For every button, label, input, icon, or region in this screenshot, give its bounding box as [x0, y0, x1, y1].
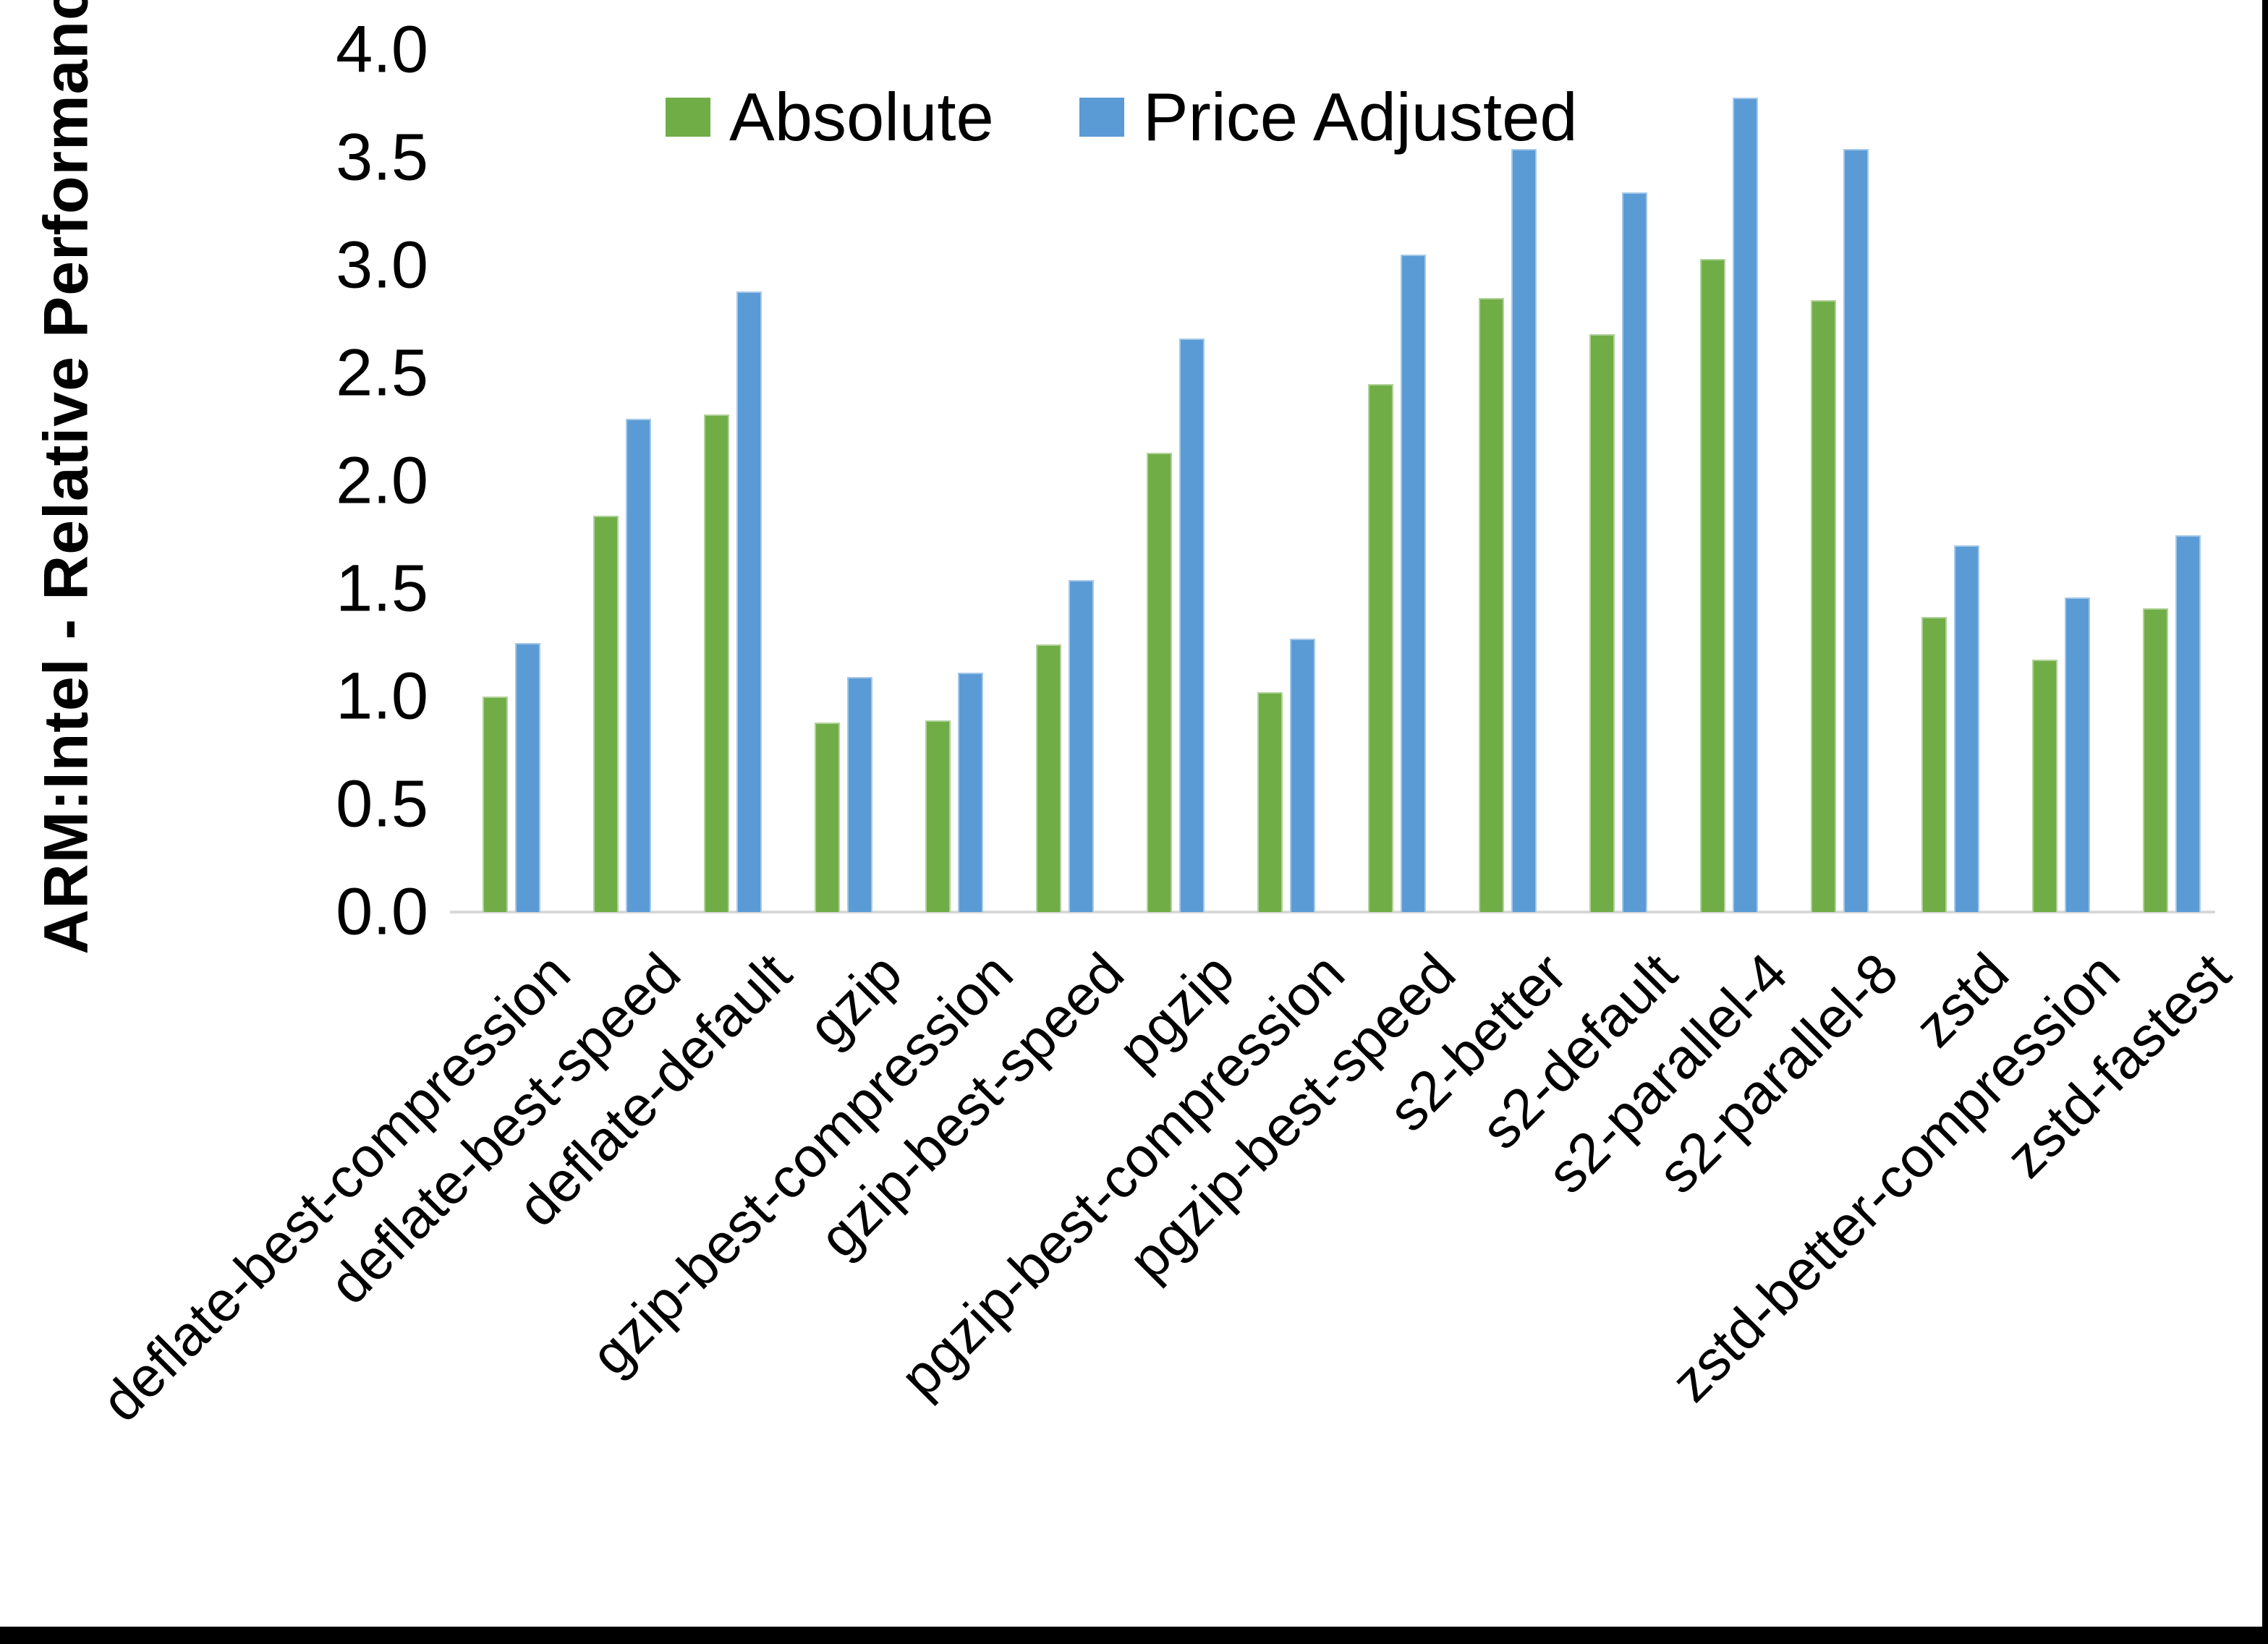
bar-price-adjusted-deflate-default	[736, 291, 762, 912]
bar-absolute-pgzip	[1146, 453, 1172, 912]
bar-price-adjusted-gzip	[846, 677, 872, 912]
y-tick-label-1.5: 1.5	[336, 551, 428, 626]
bar-group-zstd-better-compression	[2005, 50, 2116, 912]
y-tick-label-1.0: 1.0	[336, 659, 428, 733]
bar-absolute-s2-parallel-8	[1810, 299, 1836, 912]
screenshot-right-border	[2262, 0, 2268, 1644]
bar-price-adjusted-deflate-best-compression	[514, 642, 540, 912]
y-tick-label-4.0: 4.0	[336, 12, 428, 87]
bar-price-adjusted-deflate-best-speed	[625, 418, 651, 912]
x-axis-baseline	[450, 911, 2215, 913]
y-tick-label-3.0: 3.0	[336, 228, 428, 302]
bar-absolute-gzip-best-compression	[925, 720, 951, 912]
bar-absolute-pgzip-best-compression	[1257, 692, 1283, 912]
bar-group-deflate-best-speed	[566, 50, 677, 912]
bar-price-adjusted-zstd-better-compression	[2064, 597, 2090, 912]
x-label-deflate-best-compression: deflate-best-compression	[88, 940, 582, 1434]
bar-group-pgzip-best-speed	[1341, 50, 1452, 912]
screenshot-bottom-border	[0, 1627, 2268, 1644]
y-tick-label-3.5: 3.5	[336, 120, 428, 195]
bar-plot-area	[456, 50, 2227, 912]
bar-group-pgzip-best-compression	[1231, 50, 1341, 912]
bar-absolute-s2-better	[1478, 297, 1504, 912]
bar-price-adjusted-pgzip	[1178, 338, 1205, 912]
bar-price-adjusted-gzip-best-compression	[957, 673, 983, 912]
bar-absolute-s2-parallel-4	[1699, 259, 1725, 912]
y-tick-label-2.5: 2.5	[336, 336, 428, 410]
bar-group-zstd-fastest	[2116, 50, 2227, 912]
bar-price-adjusted-s2-parallel-8	[1843, 149, 1869, 912]
bar-absolute-gzip	[814, 722, 840, 912]
bar-group-gzip	[788, 50, 899, 912]
bar-absolute-deflate-best-speed	[593, 515, 619, 912]
bar-absolute-gzip-best-speed	[1035, 644, 1061, 912]
bar-price-adjusted-s2-parallel-4	[1732, 97, 1758, 912]
bar-group-s2-parallel-4	[1673, 50, 1784, 912]
bar-group-gzip-best-speed	[1009, 50, 1120, 912]
bar-group-s2-default	[1563, 50, 1673, 912]
bar-absolute-s2-default	[1589, 334, 1615, 912]
y-tick-label-2.0: 2.0	[336, 443, 428, 518]
bar-group-pgzip	[1120, 50, 1231, 912]
bar-group-s2-better	[1452, 50, 1563, 912]
bar-price-adjusted-pgzip-best-speed	[1400, 255, 1426, 912]
bar-price-adjusted-gzip-best-speed	[1068, 580, 1094, 912]
bar-absolute-zstd	[1921, 616, 1947, 912]
bar-price-adjusted-s2-better	[1511, 149, 1537, 912]
bar-group-gzip-best-compression	[899, 50, 1009, 912]
legend-swatch-absolute	[666, 98, 710, 137]
bar-group-deflate-best-compression	[456, 50, 566, 912]
bar-price-adjusted-zstd-fastest	[2175, 534, 2201, 912]
bar-absolute-zstd-fastest	[2142, 608, 2168, 912]
bar-group-zstd	[1895, 50, 2005, 912]
legend-label-price-adjusted: Price Adjusted	[1142, 79, 1578, 155]
y-axis-title: ARM:Intel - Relative Performance	[31, 0, 101, 955]
bar-absolute-pgzip-best-speed	[1367, 383, 1393, 912]
bar-absolute-deflate-best-compression	[482, 697, 508, 912]
bar-group-s2-parallel-8	[1784, 50, 1895, 912]
bar-absolute-deflate-default	[703, 414, 729, 912]
legend-label-absolute: Absolute	[729, 79, 994, 155]
bar-price-adjusted-pgzip-best-compression	[1289, 638, 1315, 912]
y-tick-label-0.5: 0.5	[336, 767, 428, 841]
bar-price-adjusted-zstd	[1953, 545, 1979, 912]
legend-item-absolute: Absolute	[666, 78, 994, 156]
bar-price-adjusted-s2-default	[1621, 192, 1647, 912]
legend-swatch-price-adjusted	[1079, 98, 1124, 137]
legend-item-price-adjusted: Price Adjusted	[1079, 78, 1578, 156]
chart-legend: Absolute Price Adjusted	[666, 78, 1578, 156]
bar-group-deflate-default	[677, 50, 788, 912]
y-tick-label-0.0: 0.0	[336, 874, 428, 949]
bar-absolute-zstd-better-compression	[2031, 660, 2057, 912]
